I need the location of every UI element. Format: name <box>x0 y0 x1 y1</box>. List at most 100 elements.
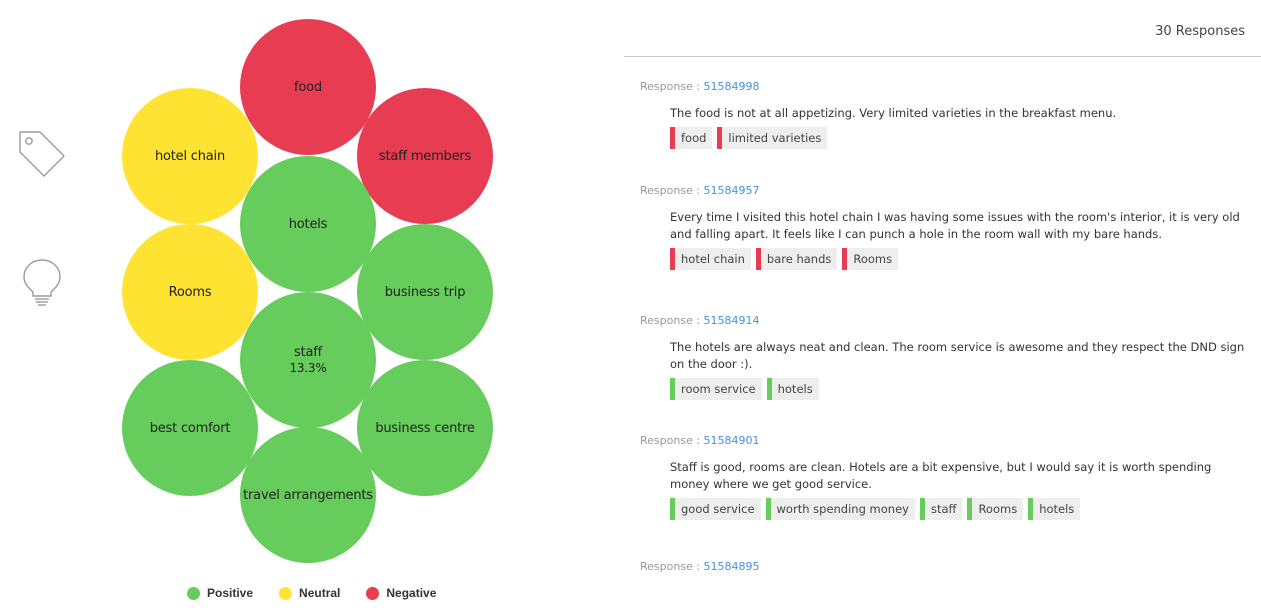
keyword-tag[interactable]: limited varieties <box>717 127 828 149</box>
tag-sentiment-bar <box>717 127 723 149</box>
keyword-bubble[interactable]: Rooms <box>122 224 258 360</box>
keyword-bubble[interactable]: staff 13.3% <box>240 292 376 428</box>
legend-item-negative[interactable]: Negative <box>366 586 436 600</box>
response-text: The food is not at all appetizing. Very … <box>670 106 1117 120</box>
legend-label: Neutral <box>299 586 341 600</box>
legend-dot-icon <box>366 586 380 600</box>
tag-label: staff <box>930 502 957 516</box>
keyword-bubble[interactable]: best comfort <box>122 360 258 496</box>
tag-sentiment-bar <box>670 248 675 270</box>
keyword-tag[interactable]: Rooms <box>842 248 899 270</box>
keyword-tag[interactable]: hotels <box>1028 498 1081 520</box>
responses-count: 30 Responses <box>1155 24 1245 39</box>
tag-label: good service <box>681 502 755 516</box>
response-header: Response : 51584914 <box>640 314 1250 327</box>
lightbulb-icon[interactable] <box>16 256 68 308</box>
keyword-bubble-cloud: food hotel chain staff members hotels Rooms b… <box>0 0 600 616</box>
bubble-label: hotel chain <box>154 148 226 164</box>
keyword-bubble[interactable]: hotel chain <box>122 88 258 224</box>
tag-label: limited varieties <box>728 131 822 145</box>
bubble-percent: 13.3% <box>289 361 327 375</box>
tag-sentiment-bar <box>765 498 771 520</box>
tag-sentiment-bar <box>967 498 973 520</box>
response-item: Response : 51584957 Every time I visited … <box>640 184 1250 270</box>
bubble-label: best comfort <box>149 420 231 436</box>
response-prefix: Response : <box>640 314 704 327</box>
keyword-tag[interactable]: Rooms <box>967 498 1024 520</box>
bubble-label: business trip <box>384 284 466 300</box>
response-header: Response : 51584895 <box>640 560 1250 573</box>
response-text: Staff is good, rooms are clean. Hotels a… <box>670 460 1212 491</box>
bubble-label: hotels <box>288 216 328 232</box>
keyword-tag[interactable]: staff <box>919 498 963 520</box>
bubble-label: food <box>294 79 322 95</box>
legend-label: Positive <box>207 586 254 600</box>
legend-dot-icon <box>187 586 200 600</box>
response-tags: room service hotels <box>670 378 1250 400</box>
keyword-tag[interactable]: bare hands <box>755 248 838 270</box>
response-item: Response : 51584914 The hotels are always… <box>640 314 1250 400</box>
keyword-bubble[interactable]: business centre <box>357 360 493 496</box>
keyword-bubble[interactable]: staff members <box>357 88 493 224</box>
bubble-label: travel arrangements <box>243 487 373 503</box>
response-id-link[interactable]: 51584901 <box>703 434 760 447</box>
response-item: Response : 51584895 <box>640 560 1250 573</box>
tag-sentiment-bar <box>1028 498 1034 520</box>
tag-sentiment-bar <box>919 498 925 520</box>
tag-label: hotels <box>777 382 813 396</box>
tag-sentiment-bar <box>766 378 772 400</box>
keyword-tag[interactable]: food <box>670 127 713 149</box>
responses-panel: 30 Responses Response : 51584998 The food… <box>624 0 1261 616</box>
keyword-tag[interactable]: room service <box>670 378 762 400</box>
legend-item-positive[interactable]: Positive <box>187 586 253 600</box>
tag-label: Rooms <box>853 252 893 266</box>
keyword-tag[interactable]: hotel chain <box>670 248 751 270</box>
bubble-label: business centre <box>375 420 475 436</box>
response-prefix: Response : <box>640 560 704 573</box>
response-item: Response : 51584998 The food is not at al… <box>640 80 1250 149</box>
response-header: Response : 51584998 <box>640 80 1250 93</box>
tag-label: room service <box>681 382 756 396</box>
response-tags: good service worth spending money staff Roo… <box>670 498 1250 520</box>
keyword-tag[interactable]: worth spending money <box>765 498 915 520</box>
response-header: Response : 51584957 <box>640 184 1250 197</box>
legend-item-neutral[interactable]: Neutral <box>279 586 340 600</box>
response-id-link[interactable]: 51584998 <box>703 80 760 93</box>
bubble-label: staff members <box>378 148 472 164</box>
keyword-bubble[interactable]: food <box>240 19 376 155</box>
response-header: Response : 51584901 <box>640 434 1250 447</box>
keyword-tag[interactable]: good service <box>670 498 761 520</box>
response-id-link[interactable]: 51584914 <box>703 314 760 327</box>
keyword-bubble[interactable]: travel arrangements <box>240 427 376 563</box>
response-id-link[interactable]: 51584895 <box>703 560 760 573</box>
keyword-tag[interactable]: hotels <box>766 378 819 400</box>
response-item: Response : 51584901 Staff is good, rooms … <box>640 434 1250 520</box>
tag-label: hotel chain <box>681 252 745 266</box>
legend-label: Negative <box>386 586 437 600</box>
tag-label: Rooms <box>978 502 1018 516</box>
tag-label: bare hands <box>766 252 832 266</box>
response-prefix: Response : <box>640 80 704 93</box>
tag-icon[interactable] <box>16 128 68 180</box>
tag-label: hotels <box>1039 502 1075 516</box>
response-text: Every time I visited this hotel chain I … <box>670 210 1240 241</box>
tag-sentiment-bar <box>670 498 675 520</box>
response-id-link[interactable]: 51584957 <box>703 184 760 197</box>
sentiment-legend: Positive Neutral Negative <box>187 586 462 600</box>
legend-dot-icon <box>279 586 293 600</box>
response-text: The hotels are always neat and clean. Th… <box>670 340 1245 371</box>
tag-sentiment-bar <box>670 378 675 400</box>
response-prefix: Response : <box>640 434 704 447</box>
keyword-bubble[interactable]: hotels <box>240 156 376 292</box>
response-prefix: Response : <box>640 184 704 197</box>
tag-sentiment-bar <box>842 248 848 270</box>
response-tags: food limited varieties <box>670 127 1250 149</box>
tag-label: food <box>681 131 707 145</box>
tag-sentiment-bar <box>755 248 761 270</box>
bubble-label: staff <box>294 345 322 360</box>
keyword-bubble[interactable]: business trip <box>357 224 493 360</box>
tag-label: worth spending money <box>776 502 909 516</box>
tag-sentiment-bar <box>670 127 675 149</box>
panel-divider <box>624 56 1261 57</box>
bubble-label: Rooms <box>168 284 212 300</box>
